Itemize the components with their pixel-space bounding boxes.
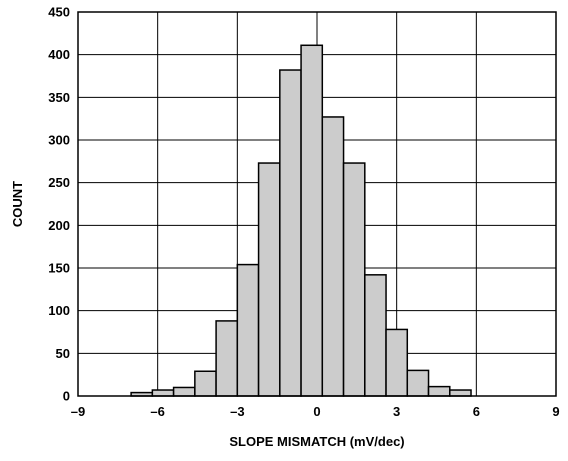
x-tick-label: –6 <box>150 404 164 419</box>
histogram-bar <box>321 116 345 397</box>
histogram-bar <box>172 386 196 397</box>
y-tick-label: 250 <box>48 175 70 190</box>
x-tick-label: 6 <box>473 404 480 419</box>
x-tick-label: 3 <box>393 404 400 419</box>
histogram-bar <box>257 162 281 397</box>
histogram-bar <box>151 389 175 397</box>
histogram-bar <box>385 328 409 397</box>
histogram-bar <box>449 389 472 397</box>
x-tick-label: 9 <box>552 404 559 419</box>
y-tick-label: 150 <box>48 261 70 276</box>
histogram-bar <box>364 274 387 397</box>
y-tick-label: 200 <box>48 218 70 233</box>
x-tick-label: –9 <box>71 404 85 419</box>
y-tick-label: 350 <box>48 90 70 105</box>
y-axis-title: COUNT <box>10 181 25 227</box>
histogram-bar <box>215 320 239 397</box>
x-tick-label: 0 <box>313 404 320 419</box>
y-tick-label: 0 <box>63 389 70 404</box>
histogram-bar <box>342 162 366 397</box>
y-tick-label: 400 <box>48 47 70 62</box>
x-axis-title: SLOPE MISMATCH (mV/dec) <box>229 434 404 449</box>
y-tick-label: 50 <box>56 346 70 361</box>
histogram-bar <box>279 69 302 397</box>
histogram-bar <box>194 370 217 397</box>
histogram-bar <box>406 369 430 397</box>
histogram-bar <box>236 263 260 397</box>
plot-frame <box>77 11 557 397</box>
histogram-bars <box>130 44 472 397</box>
y-tick-label: 450 <box>48 5 70 20</box>
y-tick-labels: 0 50 100 150 200 250 300 350 400 450 <box>48 5 70 404</box>
histogram-bar <box>300 44 324 397</box>
y-tick-label: 100 <box>48 303 70 318</box>
y-tick-label: 300 <box>48 133 70 148</box>
histogram-bar <box>427 385 451 397</box>
x-tick-label: –3 <box>230 404 244 419</box>
x-tick-labels: –9 –6 –3 0 3 6 9 <box>71 404 560 419</box>
